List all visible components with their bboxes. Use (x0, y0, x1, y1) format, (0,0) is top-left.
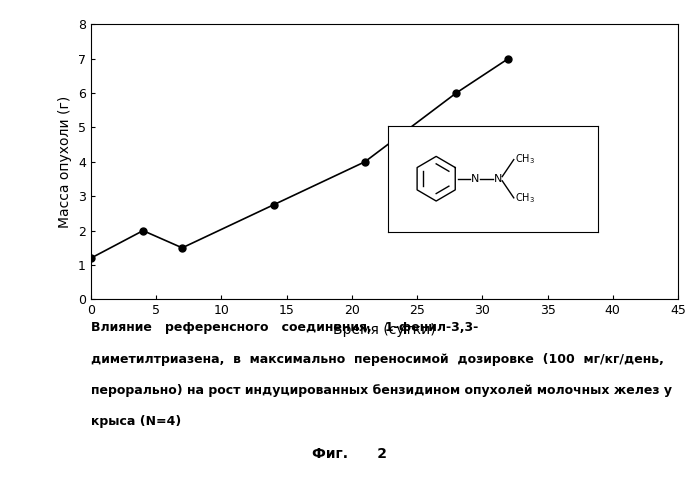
Y-axis label: Масса опухоли (г): Масса опухоли (г) (59, 96, 73, 228)
Text: N: N (494, 174, 502, 184)
X-axis label: Время (сутки): Время (сутки) (333, 323, 435, 337)
Text: перорально) на рост индуцированных бензидином опухолей молочных желез у: перорально) на рост индуцированных бензи… (91, 384, 672, 397)
Text: CH$_3$: CH$_3$ (514, 153, 535, 167)
Text: Фиг.      2: Фиг. 2 (312, 447, 387, 461)
Text: N: N (471, 174, 479, 184)
Text: крыса (N=4): крыса (N=4) (91, 415, 181, 428)
Text: диметилтриазена,  в  максимально  переносимой  дозировке  (100  мг/кг/день,: диметилтриазена, в максимально переносим… (91, 353, 664, 366)
Text: CH$_3$: CH$_3$ (514, 191, 535, 205)
Text: Влияние   референсного   соединения,   1-фенил-3,3-: Влияние референсного соединения, 1-фенил… (91, 321, 478, 334)
